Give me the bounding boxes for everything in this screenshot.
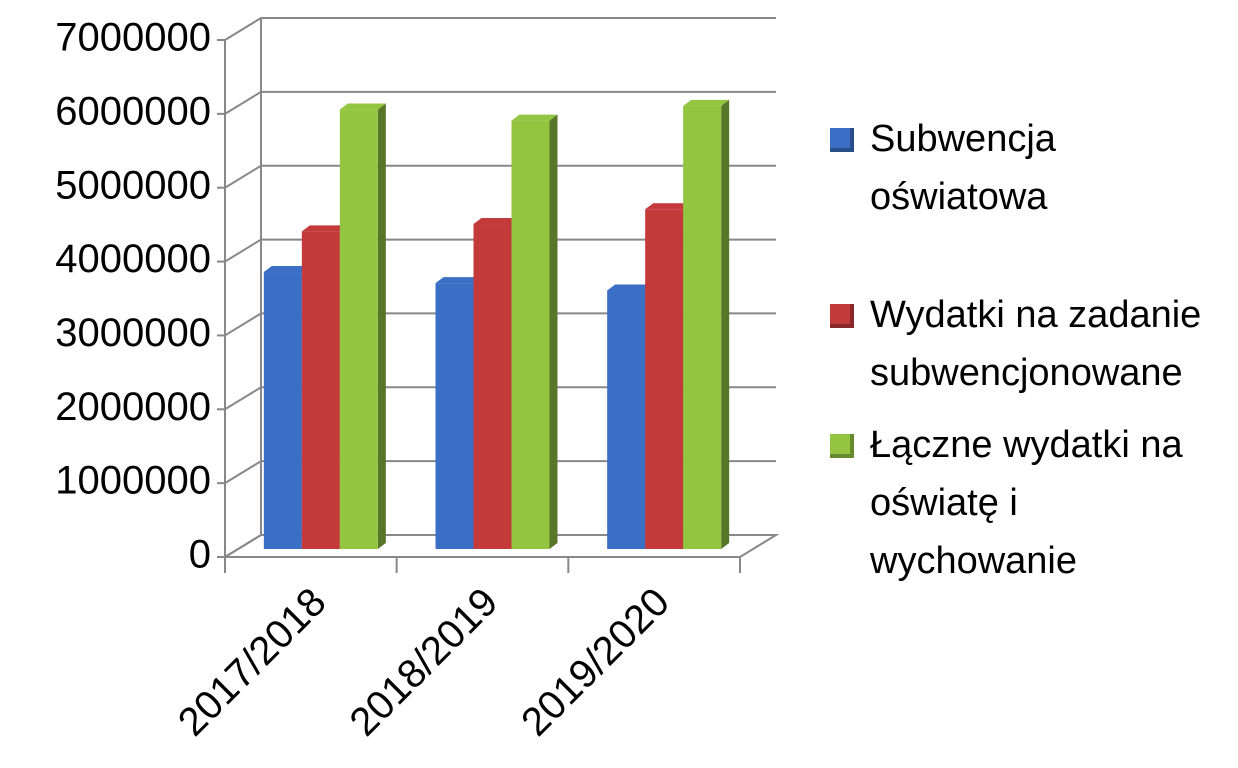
legend-swatch: [830, 128, 854, 152]
grid-line: [224, 17, 776, 41]
y-tick-label: 6000000: [55, 89, 211, 133]
bar-top: [263, 266, 310, 273]
grid-line: [224, 460, 776, 484]
bar-front: [683, 105, 722, 549]
bar-front: [473, 224, 512, 549]
legend: Subwencja oświatowa Wydatki na zadanie su…: [830, 110, 1230, 604]
y-tick-label: 4000000: [55, 237, 211, 281]
bar-side: [721, 99, 730, 549]
y-tick-label: 2000000: [55, 385, 211, 429]
bar-top: [683, 99, 730, 106]
bar-front: [645, 209, 684, 549]
bar-front: [511, 120, 550, 549]
grid-line: [224, 386, 776, 411]
bar-side: [549, 114, 558, 549]
grid-line: [224, 238, 776, 263]
bar-top: [607, 284, 654, 291]
y-tick-label: 3000000: [55, 311, 211, 355]
bar-front: [263, 272, 302, 549]
x-tick-label: 2018/2019: [342, 580, 507, 745]
y-tick-label: 5000000: [55, 163, 211, 207]
bar-top: [435, 277, 482, 284]
bar: [511, 114, 558, 549]
grid-line: [224, 90, 776, 115]
legend-label: Subwencja oświatowa: [870, 118, 1056, 218]
legend-label: Wydatki na zadanie subwencjonowane: [870, 294, 1202, 394]
legend-swatch: [830, 434, 854, 458]
bar-top: [473, 218, 520, 225]
bar: [683, 99, 730, 549]
bar-front: [339, 109, 378, 550]
bar-side: [377, 103, 386, 550]
y-tick-label: 1000000: [55, 459, 211, 503]
y-tick-label: 0: [189, 533, 211, 577]
bar-front: [301, 231, 340, 549]
legend-entry: Łączne wydatki na oświatę i wychowanie: [830, 416, 1230, 590]
bar: [339, 103, 386, 550]
y-tick-label: 7000000: [55, 16, 211, 60]
bar-front: [607, 290, 646, 549]
legend-entry: Subwencja oświatowa: [830, 110, 1230, 226]
grid-line: [224, 312, 776, 337]
bar-top: [511, 114, 558, 121]
grid-line: [224, 534, 776, 558]
legend-label: Łączne wydatki na oświatę i wychowanie: [870, 424, 1183, 582]
legend-entry: Wydatki na zadanie subwencjonowane: [830, 286, 1230, 402]
x-tick-label: 2017/2018: [170, 580, 335, 745]
bar-top: [301, 225, 348, 232]
bar-top: [645, 203, 692, 210]
x-tick-label: 2019/2020: [513, 580, 678, 745]
bar-front: [435, 283, 474, 549]
legend-swatch: [830, 304, 854, 328]
bar-top: [339, 103, 386, 110]
grid-line: [224, 164, 776, 189]
